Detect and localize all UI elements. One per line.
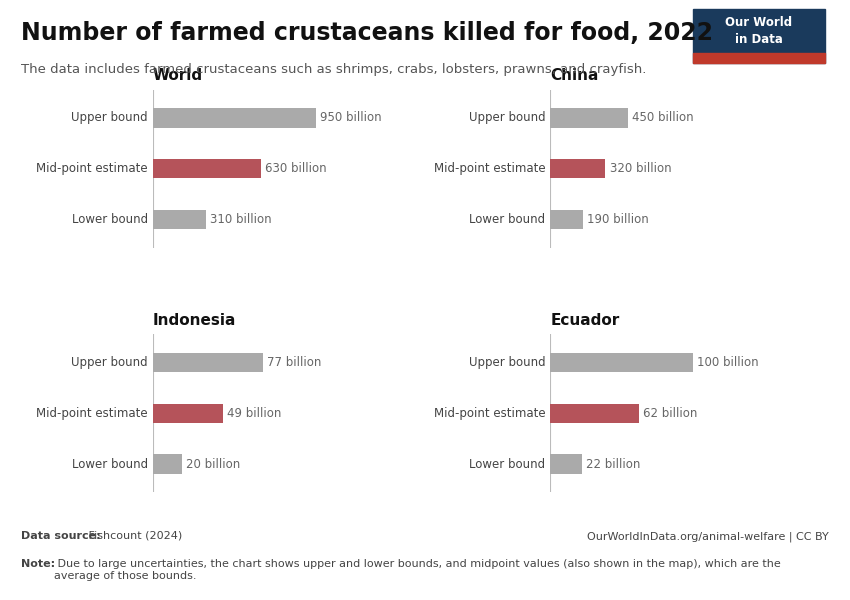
Text: Lower bound: Lower bound: [469, 458, 546, 470]
Text: Due to large uncertainties, the chart shows upper and lower bounds, and midpoint: Due to large uncertainties, the chart sh…: [54, 559, 780, 581]
Text: 630 billion: 630 billion: [265, 163, 327, 175]
Text: 950 billion: 950 billion: [320, 112, 382, 124]
Text: Upper bound: Upper bound: [468, 112, 546, 124]
Text: Lower bound: Lower bound: [469, 213, 546, 226]
Text: 77 billion: 77 billion: [267, 356, 321, 369]
Bar: [551, 109, 627, 128]
Text: 320 billion: 320 billion: [609, 163, 672, 175]
Text: Indonesia: Indonesia: [153, 313, 236, 328]
Text: Mid-point estimate: Mid-point estimate: [37, 163, 148, 175]
Text: Fishcount (2024): Fishcount (2024): [85, 531, 182, 541]
Bar: [153, 210, 206, 229]
Text: 190 billion: 190 billion: [587, 213, 649, 226]
Text: Lower bound: Lower bound: [71, 213, 148, 226]
Bar: [551, 159, 605, 178]
Text: Upper bound: Upper bound: [71, 112, 148, 124]
Text: 100 billion: 100 billion: [698, 356, 759, 369]
Text: Mid-point estimate: Mid-point estimate: [37, 407, 148, 419]
Bar: [153, 109, 315, 128]
Text: Upper bound: Upper bound: [71, 356, 148, 369]
Text: Data source:: Data source:: [21, 531, 101, 541]
Text: Number of farmed crustaceans killed for food, 2022: Number of farmed crustaceans killed for …: [21, 21, 713, 45]
Bar: [551, 210, 583, 229]
Bar: [153, 159, 261, 178]
Text: 49 billion: 49 billion: [227, 407, 281, 419]
Text: OurWorldInData.org/animal-welfare | CC BY: OurWorldInData.org/animal-welfare | CC B…: [587, 531, 829, 541]
Text: Mid-point estimate: Mid-point estimate: [434, 407, 546, 419]
Text: World: World: [153, 68, 203, 83]
Text: 62 billion: 62 billion: [643, 407, 698, 419]
Bar: [551, 353, 693, 372]
Text: Our World
in Data: Our World in Data: [725, 16, 792, 46]
Text: Lower bound: Lower bound: [71, 458, 148, 470]
Bar: [693, 53, 824, 63]
Text: Mid-point estimate: Mid-point estimate: [434, 163, 546, 175]
Text: Upper bound: Upper bound: [468, 356, 546, 369]
Bar: [153, 353, 263, 372]
Text: China: China: [551, 68, 598, 83]
Bar: [551, 454, 581, 473]
Text: Note:: Note:: [21, 559, 55, 569]
Text: 20 billion: 20 billion: [186, 458, 240, 470]
Bar: [153, 404, 223, 423]
Text: 310 billion: 310 billion: [211, 213, 272, 226]
Text: 22 billion: 22 billion: [586, 458, 641, 470]
Bar: [153, 454, 182, 473]
Bar: [551, 404, 639, 423]
Text: Ecuador: Ecuador: [551, 313, 620, 328]
Text: 450 billion: 450 billion: [632, 112, 694, 124]
Text: The data includes farmed crustaceans such as shrimps, crabs, lobsters, prawns, a: The data includes farmed crustaceans suc…: [21, 63, 647, 76]
